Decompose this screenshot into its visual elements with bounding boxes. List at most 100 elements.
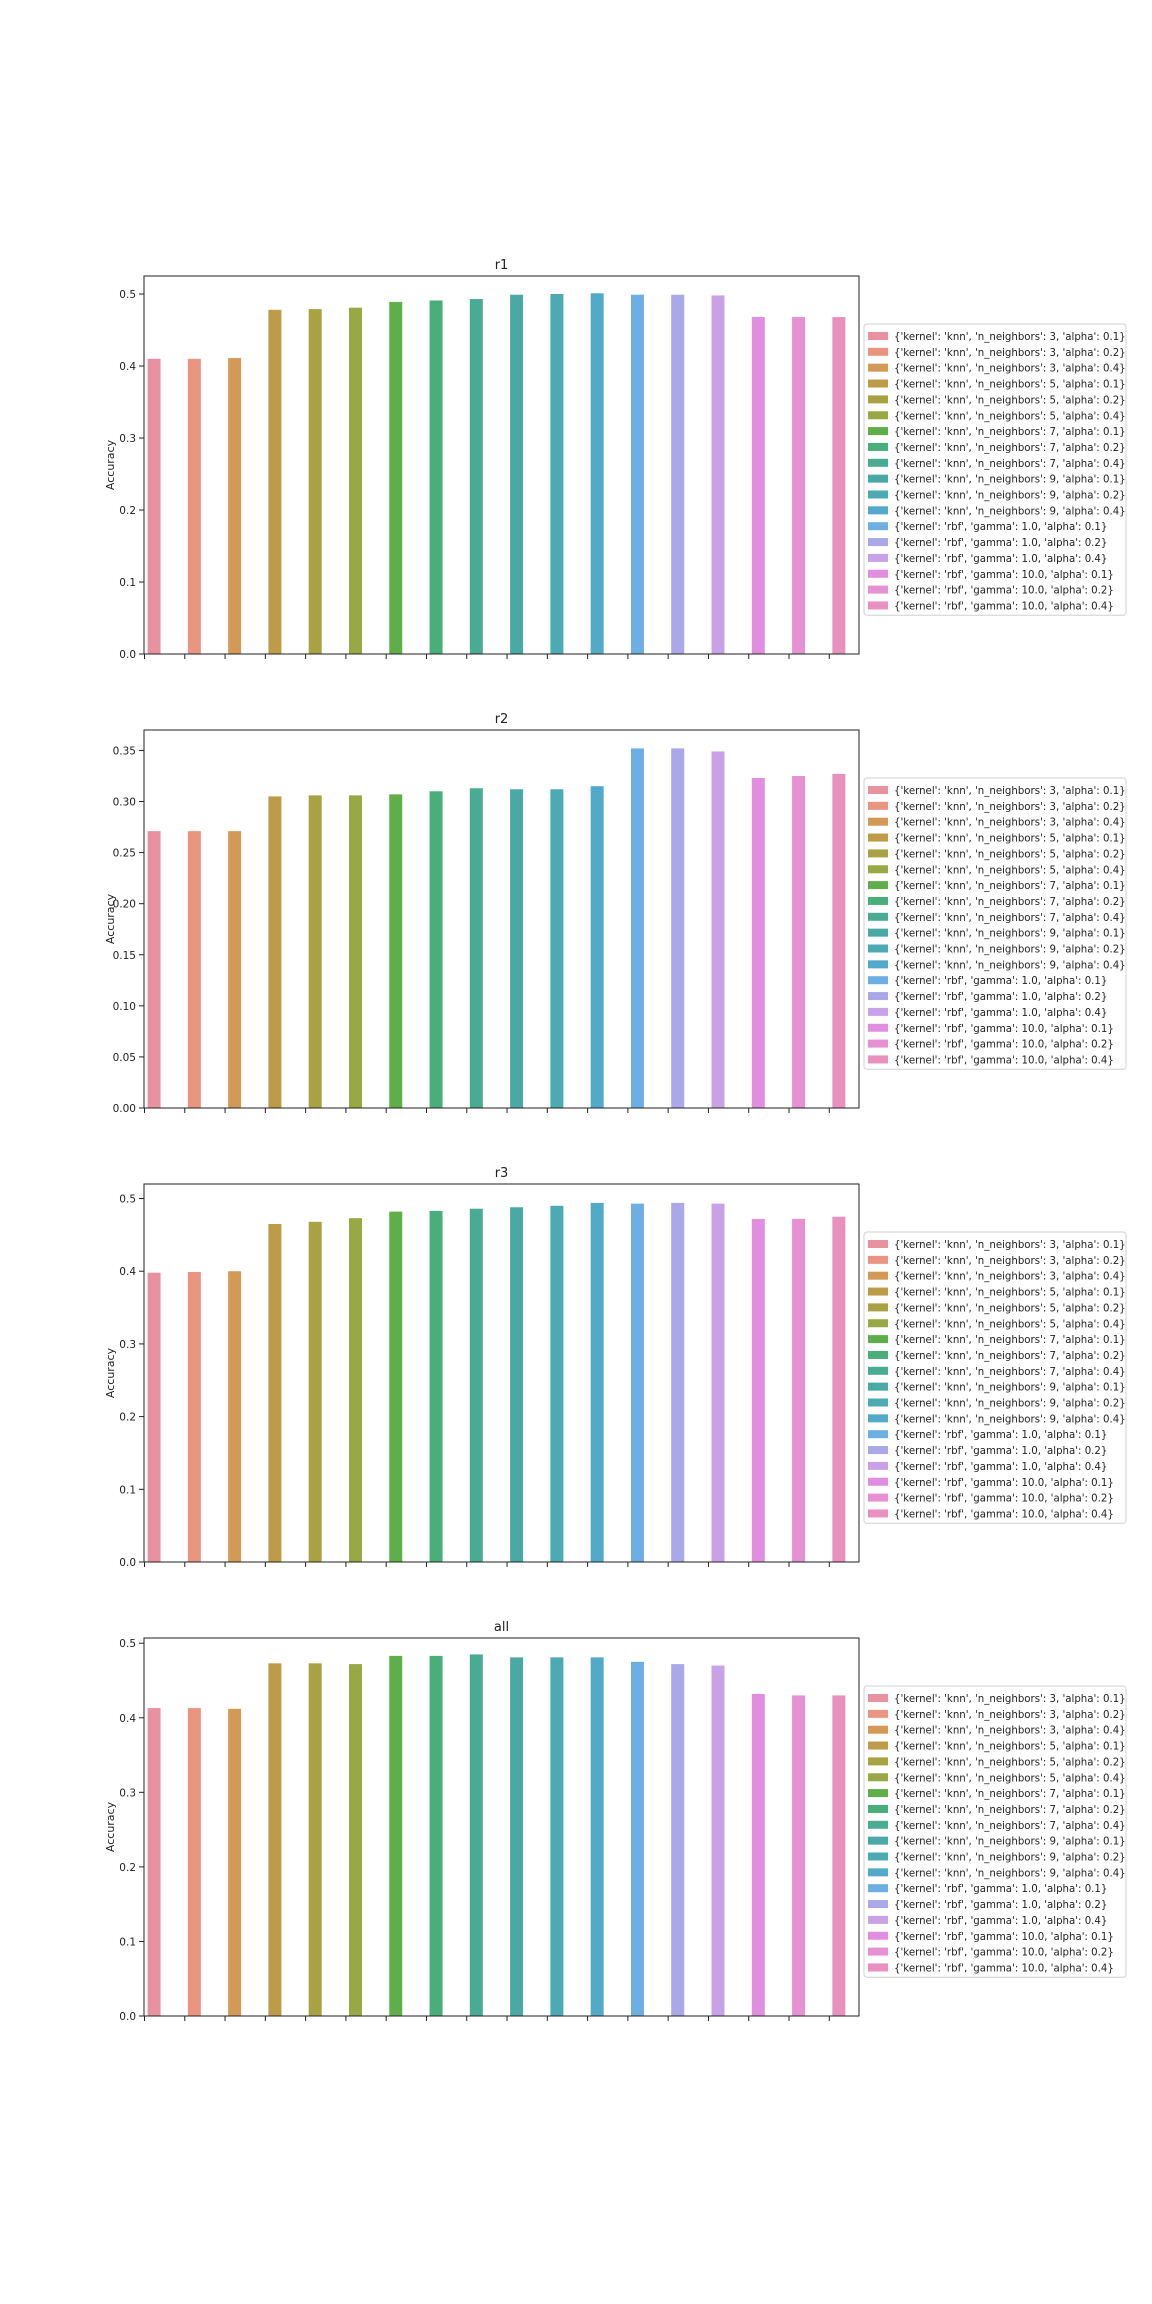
legend-label: {'kernel': 'rbf', 'gamma': 10.0, 'alpha'…: [894, 570, 1114, 581]
bar-1: [147, 1708, 161, 2016]
bar-9: [469, 299, 483, 654]
legend-swatch: [868, 601, 888, 610]
legend-swatch: [868, 1477, 888, 1486]
legend-swatch: [868, 1493, 888, 1502]
legend-swatch: [868, 1947, 888, 1956]
legend-label: {'kernel': 'knn', 'n_neighbors': 7, 'alp…: [894, 1351, 1126, 1362]
legend-label: {'kernel': 'knn', 'n_neighbors': 5, 'alp…: [894, 380, 1126, 391]
legend-label: {'kernel': 'rbf', 'gamma': 10.0, 'alpha'…: [894, 1932, 1114, 1943]
legend-label: {'kernel': 'knn', 'n_neighbors': 7, 'alp…: [894, 1821, 1126, 1832]
bar-10: [510, 294, 524, 654]
bar-1: [147, 831, 161, 1108]
legend-swatch: [868, 1382, 888, 1391]
chart-panel-r3: r3 Accuracy 0.0 0.1 0.2 0.3 0.4 0.5 {'kernel': '…: [104, 1166, 1127, 1569]
legend-label: {'kernel': 'rbf', 'gamma': 10.0, 'alpha'…: [894, 1948, 1114, 1959]
bar-2: [187, 1708, 201, 2016]
bar-14: [671, 1664, 685, 2016]
y-tick-label: 0.30: [113, 797, 136, 809]
legend-swatch: [868, 553, 888, 562]
bar-15: [711, 751, 725, 1108]
legend-label: {'kernel': 'knn', 'n_neighbors': 9, 'alp…: [894, 1383, 1126, 1394]
bar-11: [550, 1657, 564, 2016]
legend-swatch: [868, 1884, 888, 1893]
legend-swatch: [868, 522, 888, 531]
legend-label: {'kernel': 'knn', 'n_neighbors': 3, 'alp…: [894, 1240, 1126, 1251]
legend-label: {'kernel': 'knn', 'n_neighbors': 3, 'alp…: [894, 364, 1126, 375]
bar-4: [268, 796, 282, 1108]
bar-3: [228, 831, 242, 1108]
legend-label: {'kernel': 'knn', 'n_neighbors': 3, 'alp…: [894, 1694, 1126, 1705]
bar-7: [389, 1211, 403, 1562]
legend-swatch: [868, 1963, 888, 1972]
bar-5: [308, 795, 322, 1108]
y-axis-label: Accuracy: [104, 893, 117, 944]
legend-label: {'kernel': 'rbf', 'gamma': 10.0, 'alpha'…: [894, 601, 1114, 612]
y-tick-label: 0.35: [113, 745, 136, 757]
legend-swatch: [868, 1868, 888, 1877]
y-tick-label: 0.2: [119, 505, 136, 517]
y-tick-label: 0.15: [113, 950, 136, 962]
legend-label: {'kernel': 'knn', 'n_neighbors': 7, 'alp…: [894, 1367, 1126, 1378]
legend-swatch: [868, 976, 888, 985]
y-axis-label: Accuracy: [104, 439, 117, 490]
legend-label: {'kernel': 'rbf', 'gamma': 10.0, 'alpha'…: [894, 1478, 1114, 1489]
chart-title: r1: [495, 258, 509, 273]
legend-label: {'kernel': 'rbf', 'gamma': 1.0, 'alpha':…: [894, 1446, 1107, 1457]
legend-label: {'kernel': 'knn', 'n_neighbors': 3, 'alp…: [894, 1710, 1126, 1721]
legend-swatch: [868, 960, 888, 969]
bar-8: [429, 1210, 443, 1562]
y-tick-label: 0.1: [119, 1936, 136, 1948]
bar-7: [389, 794, 403, 1108]
y-tick-label: 0.3: [119, 1339, 136, 1351]
bar-8: [429, 1655, 443, 2016]
y-tick-label: 0.5: [119, 289, 136, 301]
legend-swatch: [868, 801, 888, 810]
legend-label: {'kernel': 'knn', 'n_neighbors': 9, 'alp…: [894, 1853, 1126, 1864]
bar-18: [832, 317, 846, 654]
legend-swatch: [868, 1414, 888, 1423]
legend-swatch: [868, 347, 888, 356]
legend-swatch: [868, 442, 888, 451]
bar-2: [187, 358, 201, 654]
bar-6: [348, 1664, 362, 2016]
legend-label: {'kernel': 'knn', 'n_neighbors': 3, 'alp…: [894, 348, 1126, 359]
bar-7: [389, 1655, 403, 2016]
legend-label: {'kernel': 'rbf', 'gamma': 10.0, 'alpha'…: [894, 1024, 1114, 1035]
legend-label: {'kernel': 'knn', 'n_neighbors': 7, 'alp…: [894, 1789, 1126, 1800]
bar-16: [751, 778, 765, 1108]
bar-13: [630, 1661, 644, 2016]
legend-swatch: [868, 1836, 888, 1845]
legend-label: {'kernel': 'knn', 'n_neighbors': 9, 'alp…: [894, 929, 1126, 940]
bar-4: [268, 1663, 282, 2016]
plot-frame: [143, 275, 860, 655]
legend-swatch: [868, 1509, 888, 1518]
legend-label: {'kernel': 'rbf', 'gamma': 1.0, 'alpha':…: [894, 1900, 1107, 1911]
legend-swatch: [868, 1398, 888, 1407]
legend-swatch: [868, 1335, 888, 1344]
bar-1: [147, 358, 161, 654]
y-tick-label: 0.00: [113, 1103, 136, 1115]
legend-swatch: [868, 833, 888, 842]
legend-swatch: [868, 1350, 888, 1359]
legend-swatch: [868, 944, 888, 953]
legend-label: {'kernel': 'rbf', 'gamma': 1.0, 'alpha':…: [894, 554, 1107, 565]
legend-label: {'kernel': 'knn', 'n_neighbors': 5, 'alp…: [894, 1757, 1126, 1768]
legend-box: [863, 1231, 1127, 1524]
bar-12: [590, 786, 604, 1108]
y-tick-label: 0.20: [113, 899, 136, 911]
bar-1: [147, 1272, 161, 1562]
y-tick-label: 0.3: [119, 433, 136, 445]
legend-swatch: [868, 458, 888, 467]
legend-label: {'kernel': 'rbf', 'gamma': 1.0, 'alpha':…: [894, 976, 1107, 987]
legend-swatch: [868, 992, 888, 1001]
legend-label: {'kernel': 'rbf', 'gamma': 1.0, 'alpha':…: [894, 522, 1107, 533]
legend-swatch: [868, 379, 888, 388]
chart-title: all: [494, 1620, 509, 1635]
bar-8: [429, 791, 443, 1108]
legend-label: {'kernel': 'knn', 'n_neighbors': 5, 'alp…: [894, 395, 1126, 406]
legend-label: {'kernel': 'knn', 'n_neighbors': 7, 'alp…: [894, 443, 1126, 454]
legend-swatch: [868, 1789, 888, 1798]
legend-label: {'kernel': 'rbf', 'gamma': 10.0, 'alpha'…: [894, 1963, 1114, 1974]
plot-frame: [143, 729, 860, 1109]
